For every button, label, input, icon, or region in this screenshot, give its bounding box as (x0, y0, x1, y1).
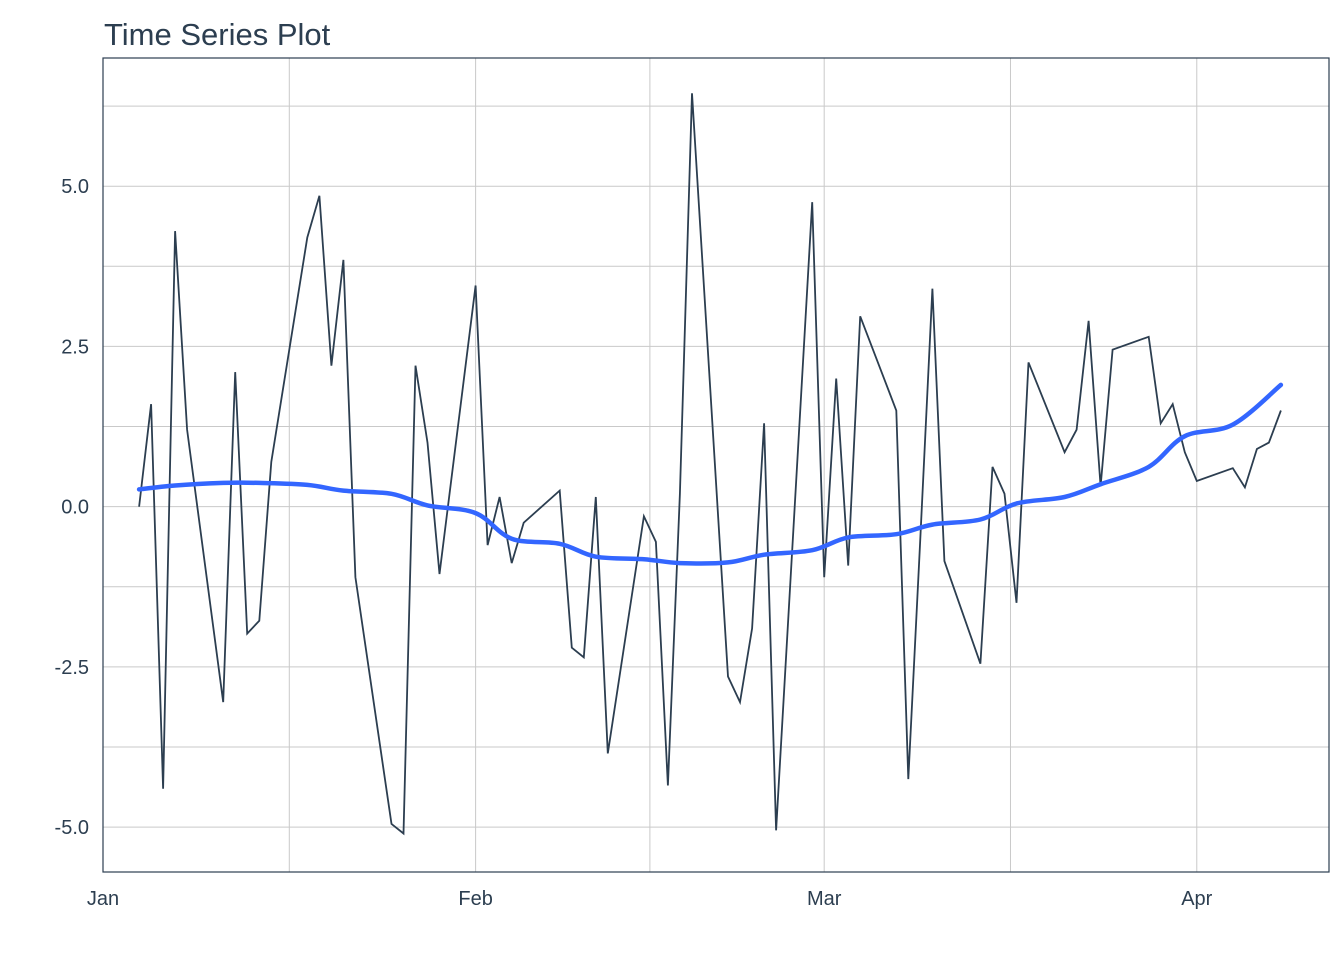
y-tick-label: 5.0 (61, 176, 89, 198)
plot-panel-border (102, 57, 1330, 873)
x-tick-label: Feb (458, 888, 492, 910)
x-tick-label: Jan (87, 888, 119, 910)
y-tick-label: -5.0 (55, 817, 89, 839)
x-tick-label: Mar (807, 888, 842, 910)
x-tick-label: Apr (1181, 888, 1212, 910)
series-line (138, 93, 1282, 836)
tick-layer: Jan Feb Mar Apr -5.0 -2.5 0.0 2.5 5.0 (55, 176, 1213, 910)
y-tick-label: 0.0 (61, 497, 89, 519)
trend-smooth-line (136, 382, 1284, 566)
grid-layer (102, 58, 1329, 872)
chart-title: Time Series Plot (104, 17, 331, 52)
y-tick-label: -2.5 (55, 657, 89, 679)
series-layer (136, 93, 1284, 836)
y-tick-label: 2.5 (61, 336, 89, 358)
